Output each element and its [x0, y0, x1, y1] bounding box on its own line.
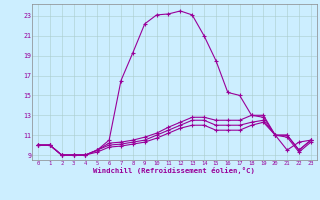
X-axis label: Windchill (Refroidissement éolien,°C): Windchill (Refroidissement éolien,°C)	[93, 167, 255, 174]
